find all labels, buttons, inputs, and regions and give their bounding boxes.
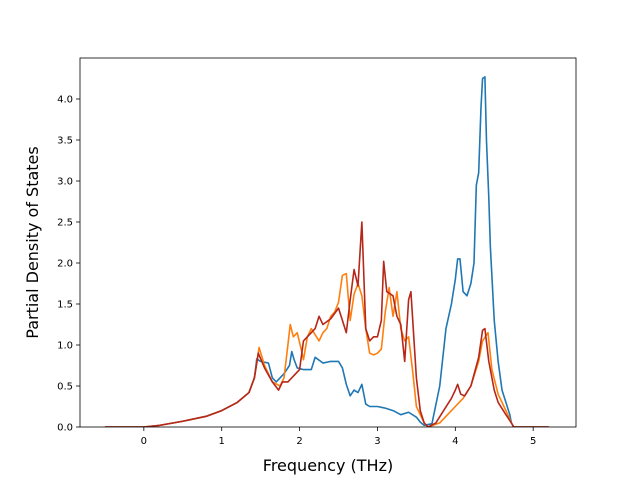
y-tick-label: 2.0 bbox=[57, 259, 73, 270]
x-tick-label: 2 bbox=[296, 436, 302, 447]
x-axis: 0 1 2 3 4 5 bbox=[141, 427, 536, 447]
y-axis: 0.0 0.5 1.0 1.5 2.0 2.5 3.0 3.5 4.0 bbox=[57, 95, 80, 434]
x-tick-label: 0 bbox=[141, 436, 147, 447]
y-tick-label: 3.5 bbox=[57, 136, 73, 147]
y-tick-label: 3.0 bbox=[57, 177, 73, 188]
y-tick-label: 1.5 bbox=[57, 300, 73, 311]
plot-frame bbox=[79, 57, 577, 428]
y-tick-label: 4.0 bbox=[57, 95, 73, 106]
x-tick-label: 4 bbox=[452, 436, 458, 447]
x-tick-label: 1 bbox=[219, 436, 225, 447]
series-line-3 bbox=[104, 221, 549, 427]
series-line-1 bbox=[104, 76, 549, 427]
x-axis-label: Frequency (THz) bbox=[263, 456, 393, 475]
y-tick-label: 0.0 bbox=[57, 423, 73, 434]
y-tick-label: 1.0 bbox=[57, 341, 73, 352]
series-layer bbox=[104, 76, 549, 427]
x-tick-label: 5 bbox=[530, 436, 536, 447]
y-axis-label: Partial Density of States bbox=[23, 146, 42, 338]
y-tick-label: 2.5 bbox=[57, 218, 73, 229]
x-tick-label: 3 bbox=[374, 436, 380, 447]
y-tick-label: 0.5 bbox=[57, 382, 73, 393]
